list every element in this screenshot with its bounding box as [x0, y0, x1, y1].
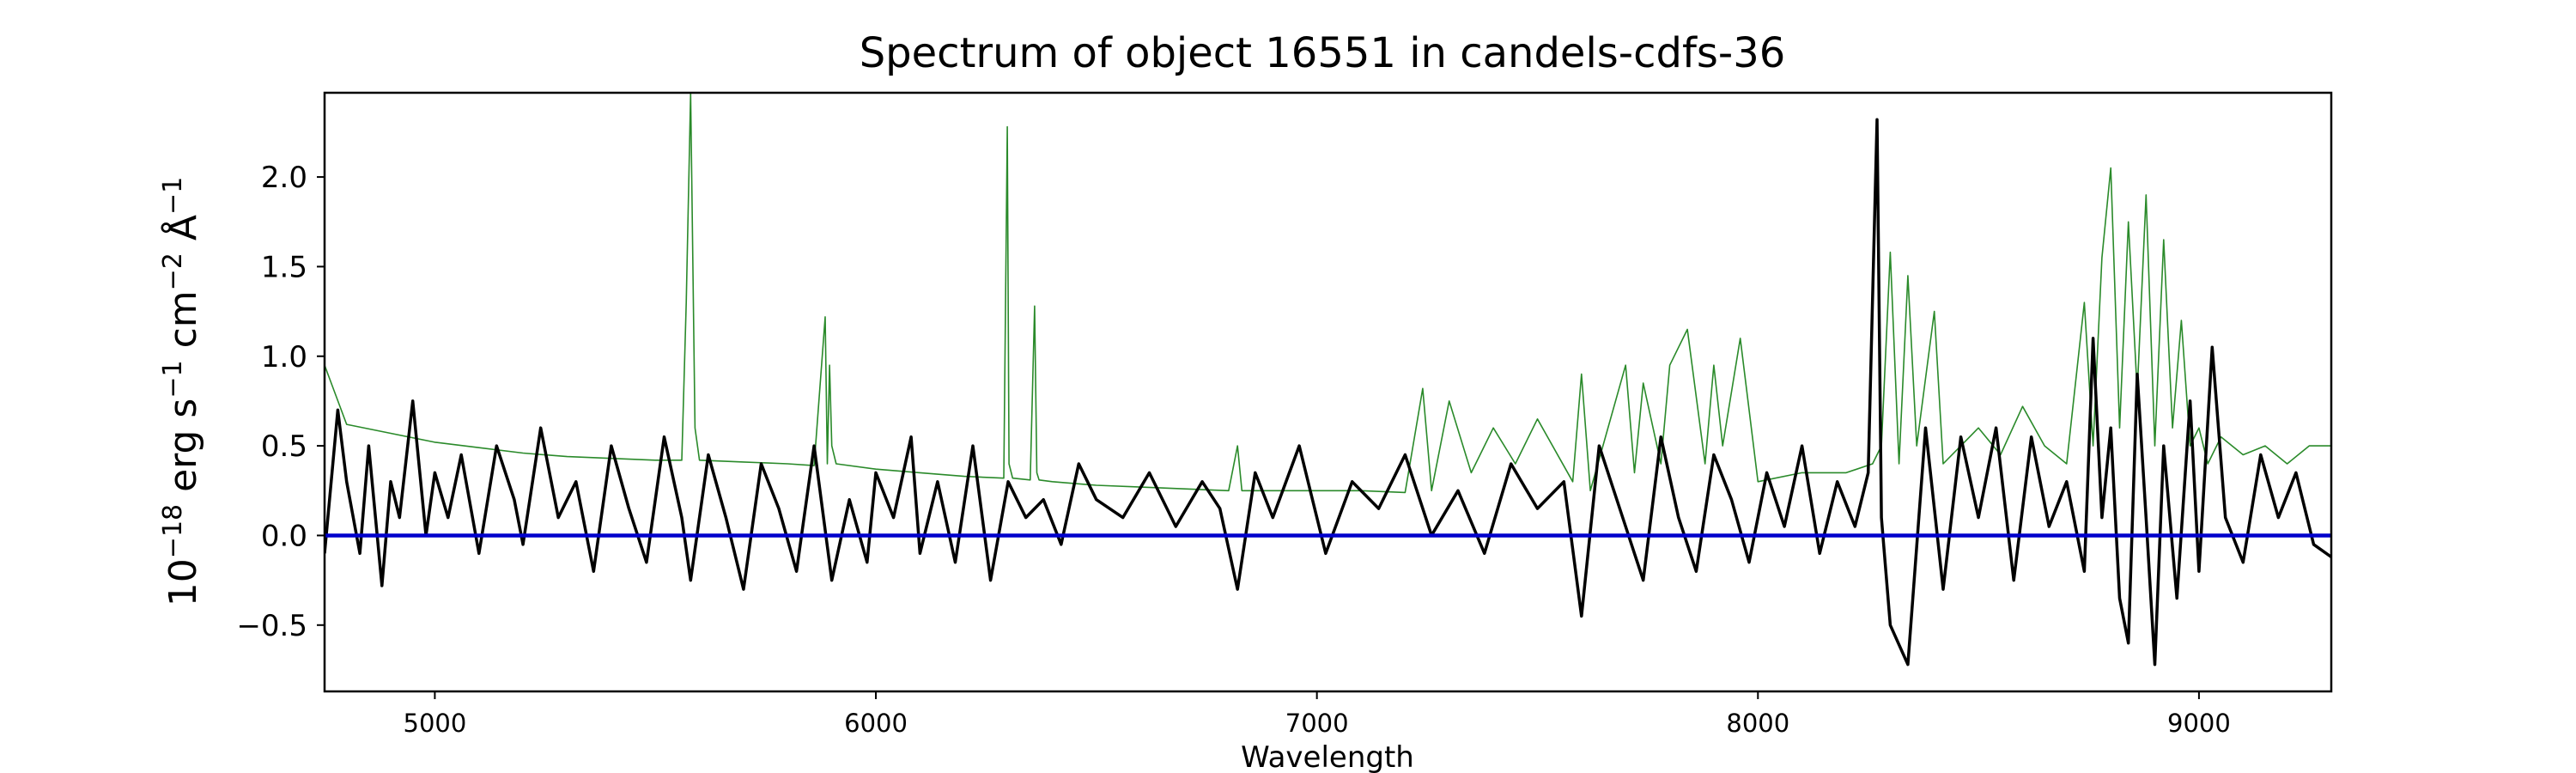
y-axis: −0.5 0.0 0.5 1.0 1.5 2.0 [236, 161, 325, 643]
axes-frame [323, 91, 2333, 693]
error-series-line [325, 93, 2331, 494]
y-axis-label-part: 10 [161, 558, 205, 606]
flux-series-line [325, 118, 2331, 666]
x-axis-label: Wavelength [1241, 740, 1414, 773]
y-axis-label-part: erg s [161, 399, 205, 504]
x-tick-label: 9000 [2167, 709, 2231, 738]
x-axis: 5000 6000 7000 8000 9000 [404, 691, 2231, 738]
chart-title: Spectrum of object 16551 in candels-cdfs… [860, 29, 1786, 77]
x-tick-label: 8000 [1726, 709, 1789, 738]
y-axis-label-part: −1 [158, 177, 188, 215]
x-tick-label: 6000 [844, 709, 908, 738]
y-tick-label: 1.0 [261, 340, 307, 374]
y-axis-label-part: Å [160, 215, 205, 253]
y-tick-label: 1.5 [261, 250, 307, 284]
y-tick-label: 2.0 [261, 161, 307, 195]
y-tick-label: −0.5 [236, 609, 307, 643]
y-axis-label-part: −2 [158, 253, 188, 290]
x-tick-label: 5000 [404, 709, 467, 738]
y-tick-label: 0.0 [261, 519, 307, 553]
y-axis-label: 10−18 erg s−1 cm−2 Å−1 [158, 177, 206, 606]
y-axis-label-part: −18 [158, 504, 188, 558]
y-axis-label-part: cm [161, 290, 205, 360]
x-tick-label: 7000 [1285, 709, 1349, 738]
y-tick-label: 0.5 [261, 429, 307, 464]
y-axis-label-part: −1 [158, 360, 188, 398]
plot-area [325, 93, 2331, 666]
